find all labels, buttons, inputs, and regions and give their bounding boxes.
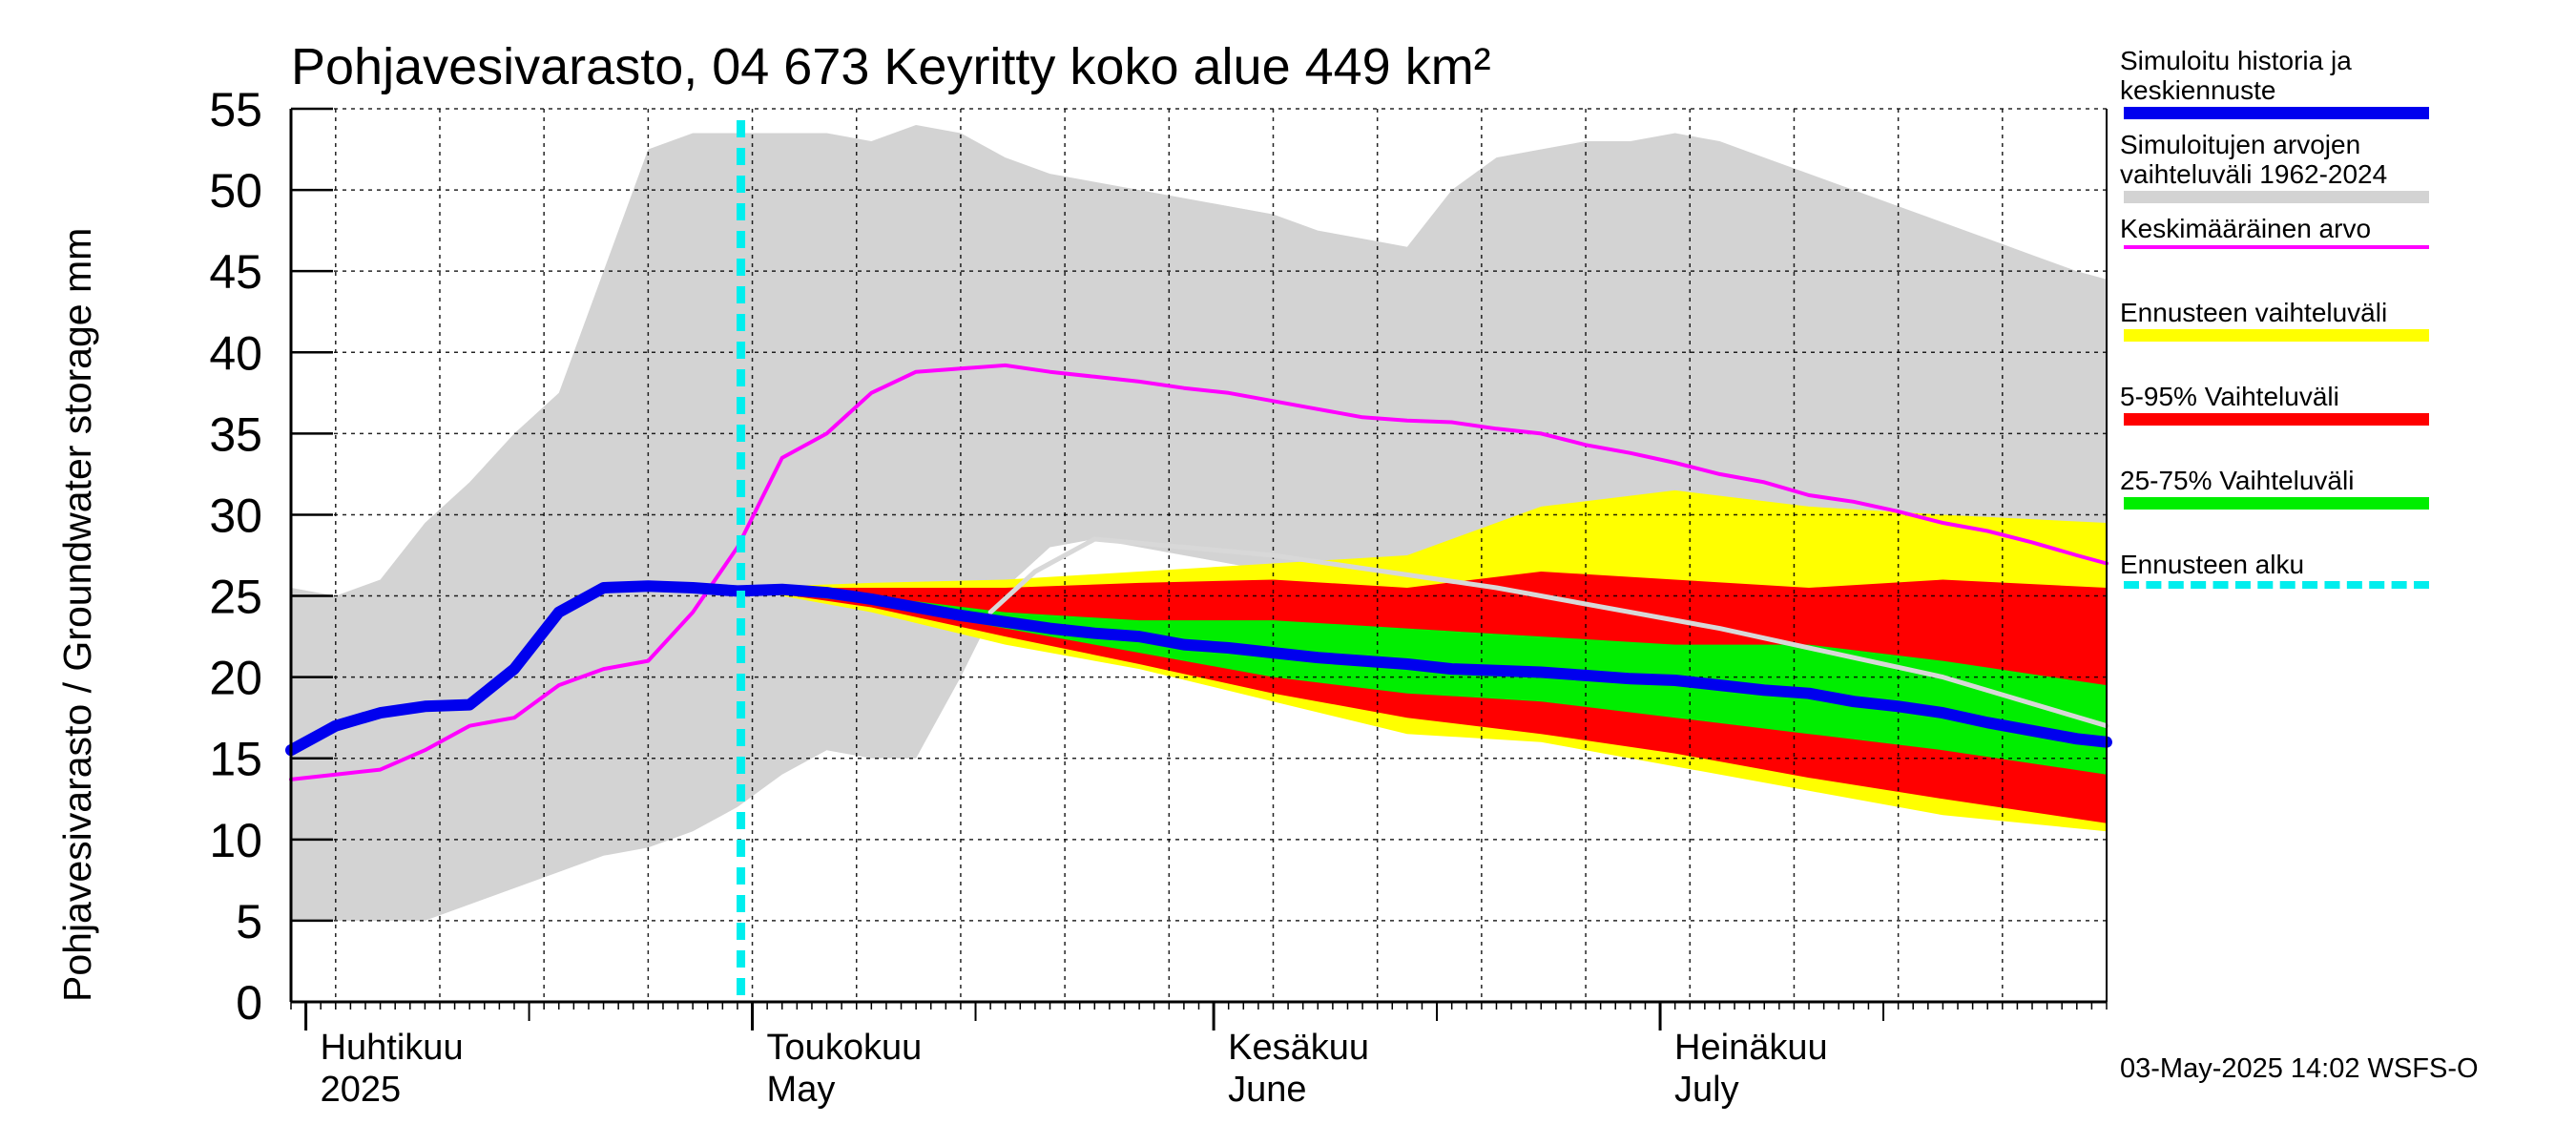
legend-item: 25-75% Vaihteluväli [2120, 466, 2435, 550]
legend-label: Simuloitujen arvojen vaihteluväli 1962-2… [2120, 130, 2388, 189]
legend-swatch [2124, 245, 2429, 249]
legend-label: Simuloitu historia ja keskiennuste [2120, 46, 2352, 105]
legend-label: 25-75% Vaihteluväli [2120, 466, 2355, 495]
legend-label: Keskimääräinen arvo [2120, 214, 2372, 243]
x-month-sublabel: July [1674, 1070, 1739, 1110]
legend-item: Simuloitujen arvojen vaihteluväli 1962-2… [2120, 130, 2435, 214]
legend-item: Ennusteen alku [2120, 550, 2435, 634]
x-month-sublabel: May [767, 1070, 836, 1110]
legend-swatch [2124, 413, 2429, 426]
y-tick-label: 30 [209, 489, 262, 542]
y-tick-label: 50 [209, 164, 262, 218]
y-tick-label: 40 [209, 326, 262, 380]
legend-item: 5-95% Vaihteluväli [2120, 382, 2435, 466]
legend-item: Keskimääräinen arvo [2120, 214, 2435, 298]
legend-swatch [2124, 191, 2429, 203]
y-tick-label: 20 [209, 652, 262, 705]
legend-label: Ennusteen vaihteluväli [2120, 298, 2388, 327]
legend-swatch [2124, 497, 2429, 510]
legend-swatch [2124, 329, 2429, 342]
legend-item: Simuloitu historia ja keskiennuste [2120, 46, 2435, 130]
x-month-label: Heinäkuu [1674, 1028, 1828, 1068]
y-tick-label: 5 [236, 895, 262, 948]
timestamp-footer: 03-May-2025 14:02 WSFS-O [2120, 1053, 2479, 1084]
x-month-label: Toukokuu [767, 1028, 923, 1068]
legend-swatch [2124, 107, 2429, 119]
legend-label: Ennusteen alku [2120, 550, 2305, 579]
y-tick-label: 0 [236, 976, 262, 1030]
y-tick-label: 55 [209, 83, 262, 136]
x-month-sublabel: June [1228, 1070, 1306, 1110]
chart-title: Pohjavesivarasto, 04 673 Keyritty koko a… [291, 38, 1491, 95]
y-tick-label: 45 [209, 245, 262, 299]
legend-label: 5-95% Vaihteluväli [2120, 382, 2339, 411]
y-tick-label: 25 [209, 571, 262, 624]
legend: Simuloitu historia ja keskiennuste Simulo… [2120, 46, 2435, 634]
x-month-sublabel: 2025 [321, 1070, 402, 1110]
y-tick-label: 15 [209, 733, 262, 786]
legend-item: Ennusteen vaihteluväli [2120, 298, 2435, 382]
x-month-label: Kesäkuu [1228, 1028, 1369, 1068]
plot-area: 0510152025303540455055Huhtikuu2025Toukok… [209, 83, 2112, 1110]
y-axis-label: Pohjavesivarasto / Groundwater storage m… [55, 228, 99, 1002]
series-4-line [289, 363, 2109, 781]
series-6-line [285, 580, 2112, 757]
y-tick-label: 10 [209, 814, 262, 867]
legend-swatch [2124, 581, 2429, 589]
series-5-line [987, 536, 2109, 729]
y-tick-label: 35 [209, 407, 262, 461]
x-month-label: Huhtikuu [321, 1028, 464, 1068]
